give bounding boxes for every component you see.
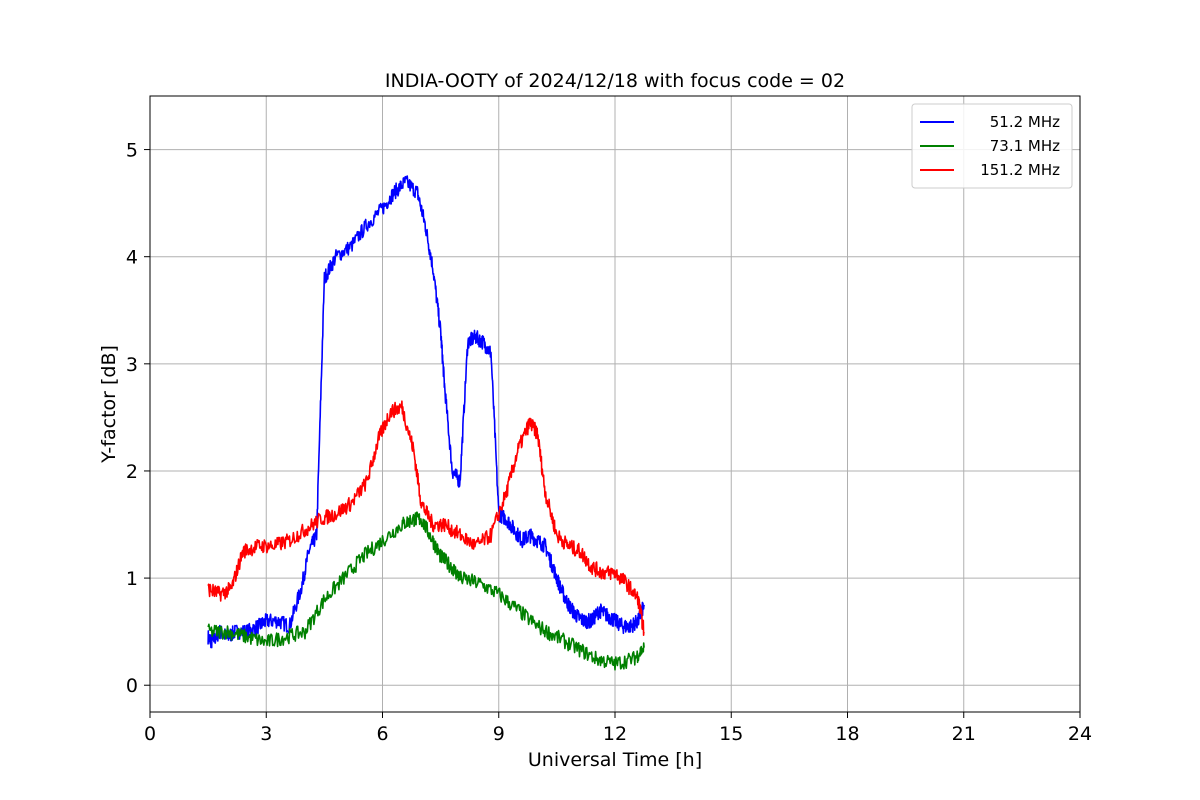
y-tick-label: 0 (126, 675, 138, 697)
x-tick-label: 15 (719, 723, 743, 745)
y-tick-label: 5 (126, 140, 138, 162)
x-tick-label: 18 (835, 723, 859, 745)
legend-label: 51.2 MHz (990, 113, 1060, 131)
y-tick-label: 3 (126, 354, 138, 376)
y-tick-label: 2 (126, 461, 138, 483)
series-line-151-2-mhz (207, 400, 645, 637)
x-tick-label: 6 (376, 723, 388, 745)
legend-label: 151.2 MHz (980, 161, 1060, 179)
y-tick-label: 1 (126, 568, 138, 590)
x-tick-label: 3 (260, 723, 272, 745)
legend-box (911, 103, 1073, 189)
x-tick-label: 24 (1068, 723, 1092, 745)
legend: 51.2 MHz 73.1 MHz 151.2 MHz (911, 103, 1073, 189)
x-tick-label: 9 (493, 723, 505, 745)
x-tick-label: 12 (603, 723, 627, 745)
x-tick-label: 21 (952, 723, 976, 745)
chart-title: INDIA-OOTY of 2024/12/18 with focus code… (385, 70, 845, 92)
legend-label: 73.1 MHz (990, 137, 1060, 155)
x-tick-label: 0 (144, 723, 156, 745)
y-tick-label: 4 (126, 247, 138, 269)
x-axis-label: Universal Time [h] (528, 749, 702, 771)
series-line-73-1-mhz (207, 511, 645, 671)
series-layer (207, 175, 645, 671)
series-line-51-2-mhz (207, 175, 645, 649)
y-axis-label: Y-factor [dB] (98, 345, 120, 464)
